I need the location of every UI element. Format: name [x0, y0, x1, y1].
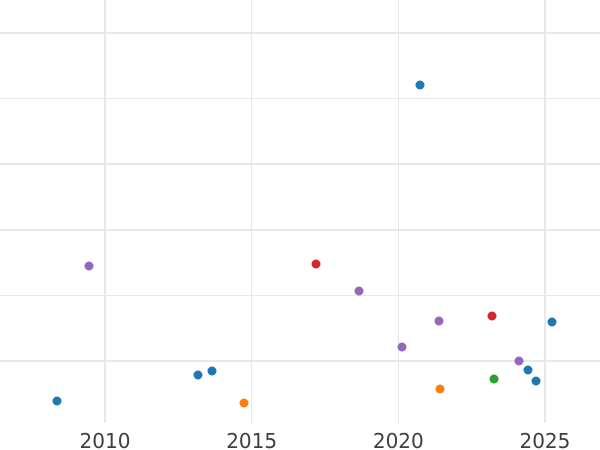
- data-point-red: [311, 259, 321, 269]
- data-point-purple: [434, 316, 444, 326]
- data-point-purple: [354, 286, 364, 296]
- data-point-red: [487, 311, 497, 321]
- data-point-blue: [415, 80, 425, 90]
- data-point-blue: [52, 396, 62, 406]
- h-gridline: [0, 294, 600, 297]
- data-point-blue: [547, 317, 557, 327]
- v-gridline: [104, 0, 106, 423]
- x-tick-label: 2015: [226, 429, 278, 450]
- plot-area: [0, 0, 600, 423]
- x-tick-label: 2020: [372, 429, 424, 450]
- data-point-blue: [207, 366, 217, 376]
- h-gridline: [0, 32, 600, 34]
- data-point-blue: [193, 370, 203, 380]
- x-tick-label: 2025: [519, 429, 571, 450]
- v-gridline: [250, 0, 253, 423]
- data-point-blue: [531, 376, 541, 386]
- data-point-purple: [84, 261, 94, 271]
- data-point-green: [489, 374, 499, 384]
- data-point-orange: [239, 398, 249, 408]
- h-gridline: [0, 97, 600, 100]
- data-point-blue: [523, 365, 533, 375]
- v-gridline: [544, 0, 546, 423]
- h-gridline: [0, 229, 600, 231]
- h-gridline: [0, 163, 600, 165]
- data-point-orange: [435, 384, 445, 394]
- v-gridline: [397, 0, 400, 423]
- x-tick-label: 2010: [79, 429, 131, 450]
- data-point-purple: [397, 342, 407, 352]
- data-point-purple: [514, 356, 524, 366]
- h-gridline: [0, 360, 600, 362]
